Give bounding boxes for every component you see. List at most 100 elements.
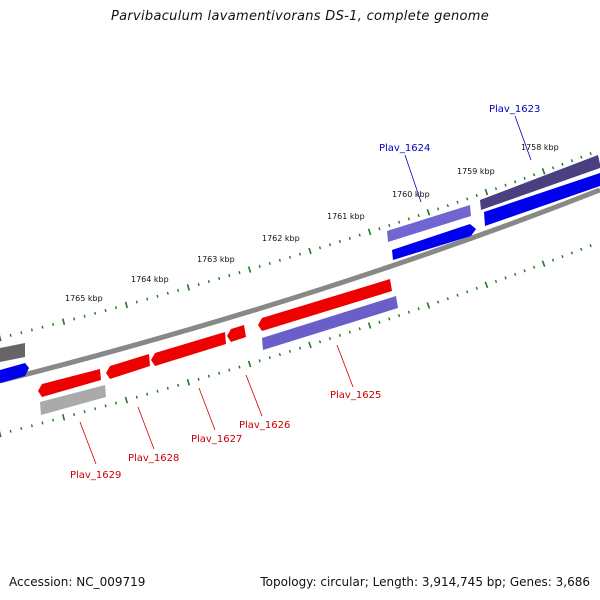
minor-tick (551, 258, 555, 262)
minor-tick (532, 173, 536, 177)
minor-tick (228, 274, 231, 278)
minor-tick (156, 294, 159, 298)
minor-tick (177, 383, 180, 387)
minor-tick (580, 155, 583, 159)
minor-tick (52, 418, 55, 422)
minor-tick (30, 328, 33, 332)
gene-features (0, 155, 600, 415)
minor-tick (278, 352, 281, 357)
minor-tick (197, 282, 200, 287)
minor-tick (268, 261, 271, 265)
gene-label: Plav_1625 (330, 390, 381, 401)
minor-tick (475, 286, 478, 290)
major-tick (426, 302, 431, 309)
minor-tick (20, 426, 23, 431)
minor-tick (41, 421, 44, 425)
minor-tick (328, 243, 332, 247)
gene-label: Plav_1628 (128, 453, 179, 464)
minor-tick (177, 288, 180, 292)
tick-label: 1764 kbp (131, 275, 169, 284)
major-tick (124, 301, 129, 309)
major-tick (541, 168, 546, 175)
minor-tick (9, 429, 12, 433)
minor-tick (358, 327, 361, 331)
major-tick (124, 396, 129, 404)
minor-tick (146, 297, 149, 301)
minor-tick (513, 272, 517, 276)
minor-tick (288, 255, 292, 259)
minor-tick (580, 247, 583, 251)
minor-tick (52, 322, 55, 327)
minor-tick (407, 217, 411, 221)
minor-tick (166, 291, 169, 295)
minor-tick (83, 410, 86, 414)
gene-arrow (0, 343, 25, 362)
gene-arrow (40, 385, 106, 415)
minor-tick (437, 207, 440, 211)
major-tick (484, 188, 489, 196)
major-tick (0, 430, 2, 438)
gene-arrow (258, 279, 392, 331)
minor-tick (589, 152, 592, 156)
minor-tick (494, 279, 498, 283)
major-tick (186, 378, 191, 386)
minor-tick (318, 246, 322, 250)
minor-tick (207, 374, 210, 378)
tick-label: 1763 kbp (197, 255, 235, 264)
minor-tick (436, 300, 440, 304)
minor-tick (570, 251, 574, 255)
minor-tick (417, 214, 420, 218)
minor-tick (258, 264, 261, 269)
minor-tick (156, 389, 159, 393)
minor-tick (504, 276, 507, 280)
minor-tick (348, 330, 351, 334)
minor-tick (135, 300, 138, 304)
accession-text: Accession: NC_009719 (9, 575, 146, 589)
minor-tick (41, 325, 44, 329)
major-tick (62, 318, 66, 326)
major-tick (308, 341, 312, 349)
major-tick (367, 322, 372, 329)
minor-tick (456, 293, 459, 297)
gene-label: Plav_1627 (191, 434, 242, 445)
minor-tick (570, 159, 574, 163)
major-tick (0, 334, 2, 342)
label-connectors (79, 115, 532, 465)
major-tick (247, 360, 252, 368)
minor-tick (288, 349, 292, 353)
minor-tick (456, 200, 459, 204)
minor-tick (475, 193, 478, 198)
map-title: Parvibaculum lavamentivorans DS-1, compl… (110, 9, 490, 24)
major-tick (61, 414, 66, 421)
major-tick (308, 247, 312, 255)
minor-tick (397, 314, 401, 318)
minor-tick (513, 180, 517, 184)
minor-tick (561, 254, 564, 259)
minor-tick (532, 265, 536, 269)
minor-tick (504, 183, 507, 187)
tick-label: 1759 kbp (457, 167, 495, 176)
minor-tick (388, 317, 391, 321)
minor-tick (30, 424, 33, 428)
minor-tick (207, 280, 210, 284)
minor-tick (378, 227, 381, 231)
major-tick (541, 260, 546, 267)
minor-tick (589, 244, 592, 248)
minor-tick (358, 233, 361, 237)
topology-text: Topology: circular; Length: 3,914,745 bp… (260, 575, 590, 589)
minor-tick (258, 359, 261, 363)
minor-tick (166, 386, 169, 390)
minor-tick (268, 356, 271, 360)
gene-label: Plav_1626 (239, 420, 290, 431)
minor-tick (388, 223, 391, 227)
minor-tick (407, 310, 411, 314)
minor-tick (298, 346, 302, 350)
minor-tick (348, 236, 351, 240)
gene-arrow (227, 325, 246, 342)
gene-arrow (262, 296, 398, 350)
minor-tick (417, 307, 420, 311)
minor-tick (135, 395, 138, 399)
major-tick (247, 266, 252, 273)
minor-tick (318, 340, 322, 344)
